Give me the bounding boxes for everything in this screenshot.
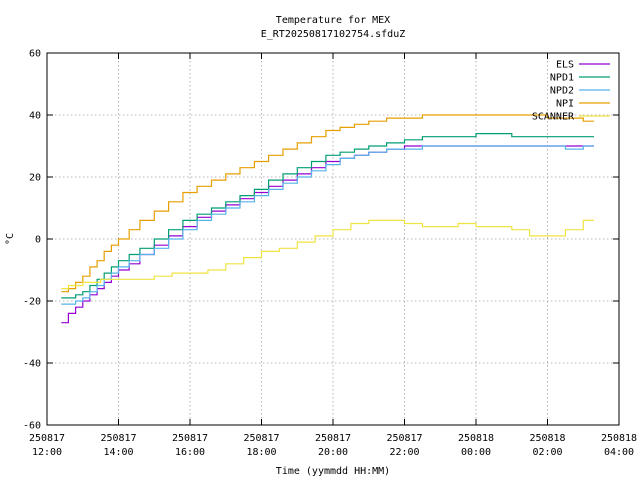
grid [47, 53, 619, 425]
x-tick-time-label: 14:00 [103, 447, 133, 458]
x-tick-date-label: 250817 [29, 433, 65, 444]
x-tick-date-label: 250817 [315, 433, 351, 444]
series-line-npd1 [61, 133, 594, 299]
x-tick-date-label: 250817 [386, 433, 422, 444]
y-tick-label: -60 [23, 421, 41, 432]
y-axis-label: °C [5, 233, 16, 245]
chart-subtitle: E_RT20250817102754.sfduZ [261, 29, 406, 40]
x-tick-time-label: 20:00 [318, 447, 348, 458]
y-tick-label: 0 [35, 235, 41, 246]
x-tick-time-label: 12:00 [32, 447, 62, 458]
series-line-npi [61, 114, 594, 293]
series-lines [61, 114, 594, 324]
y-tick-label: -20 [23, 297, 41, 308]
x-tick-time-label: 02:00 [532, 447, 562, 458]
series-line-scanner [61, 219, 594, 290]
x-tick-time-label: 00:00 [461, 447, 491, 458]
x-tick-time-label: 16:00 [175, 447, 205, 458]
legend-label-npi: NPI [556, 99, 574, 110]
x-tick-date-label: 250818 [601, 433, 637, 444]
legend-label-scanner: SCANNER [532, 112, 575, 123]
legend-label-npd2: NPD2 [550, 86, 574, 97]
y-tick-label: -40 [23, 359, 41, 370]
legend-label-npd1: NPD1 [550, 73, 574, 84]
y-tick-label: 20 [29, 173, 41, 184]
x-tick-date-label: 250817 [100, 433, 136, 444]
x-tick-date-label: 250818 [458, 433, 494, 444]
legend: ELS NPD1 NPD2 NPI SCANNER [532, 60, 610, 123]
chart-title: Temperature for MEX [276, 15, 390, 26]
series-line-npd2 [61, 145, 594, 305]
y-tick-label: 60 [29, 49, 41, 60]
series-line-els [61, 145, 594, 324]
x-tick-time-label: 18:00 [246, 447, 276, 458]
x-tick-date-label: 250818 [529, 433, 565, 444]
x-axis-label: Time (yymmdd HH:MM) [276, 466, 390, 477]
x-tick-date-label: 250817 [243, 433, 279, 444]
legend-label-els: ELS [556, 60, 574, 71]
y-tick-label: 40 [29, 111, 41, 122]
x-tick-time-label: 04:00 [604, 447, 634, 458]
axis-ticks: -60 -40 -20 0 20 40 60 250817 12:00 250817 14:00 25… [23, 49, 637, 459]
x-tick-time-label: 22:00 [389, 447, 419, 458]
x-tick-date-label: 250817 [172, 433, 208, 444]
